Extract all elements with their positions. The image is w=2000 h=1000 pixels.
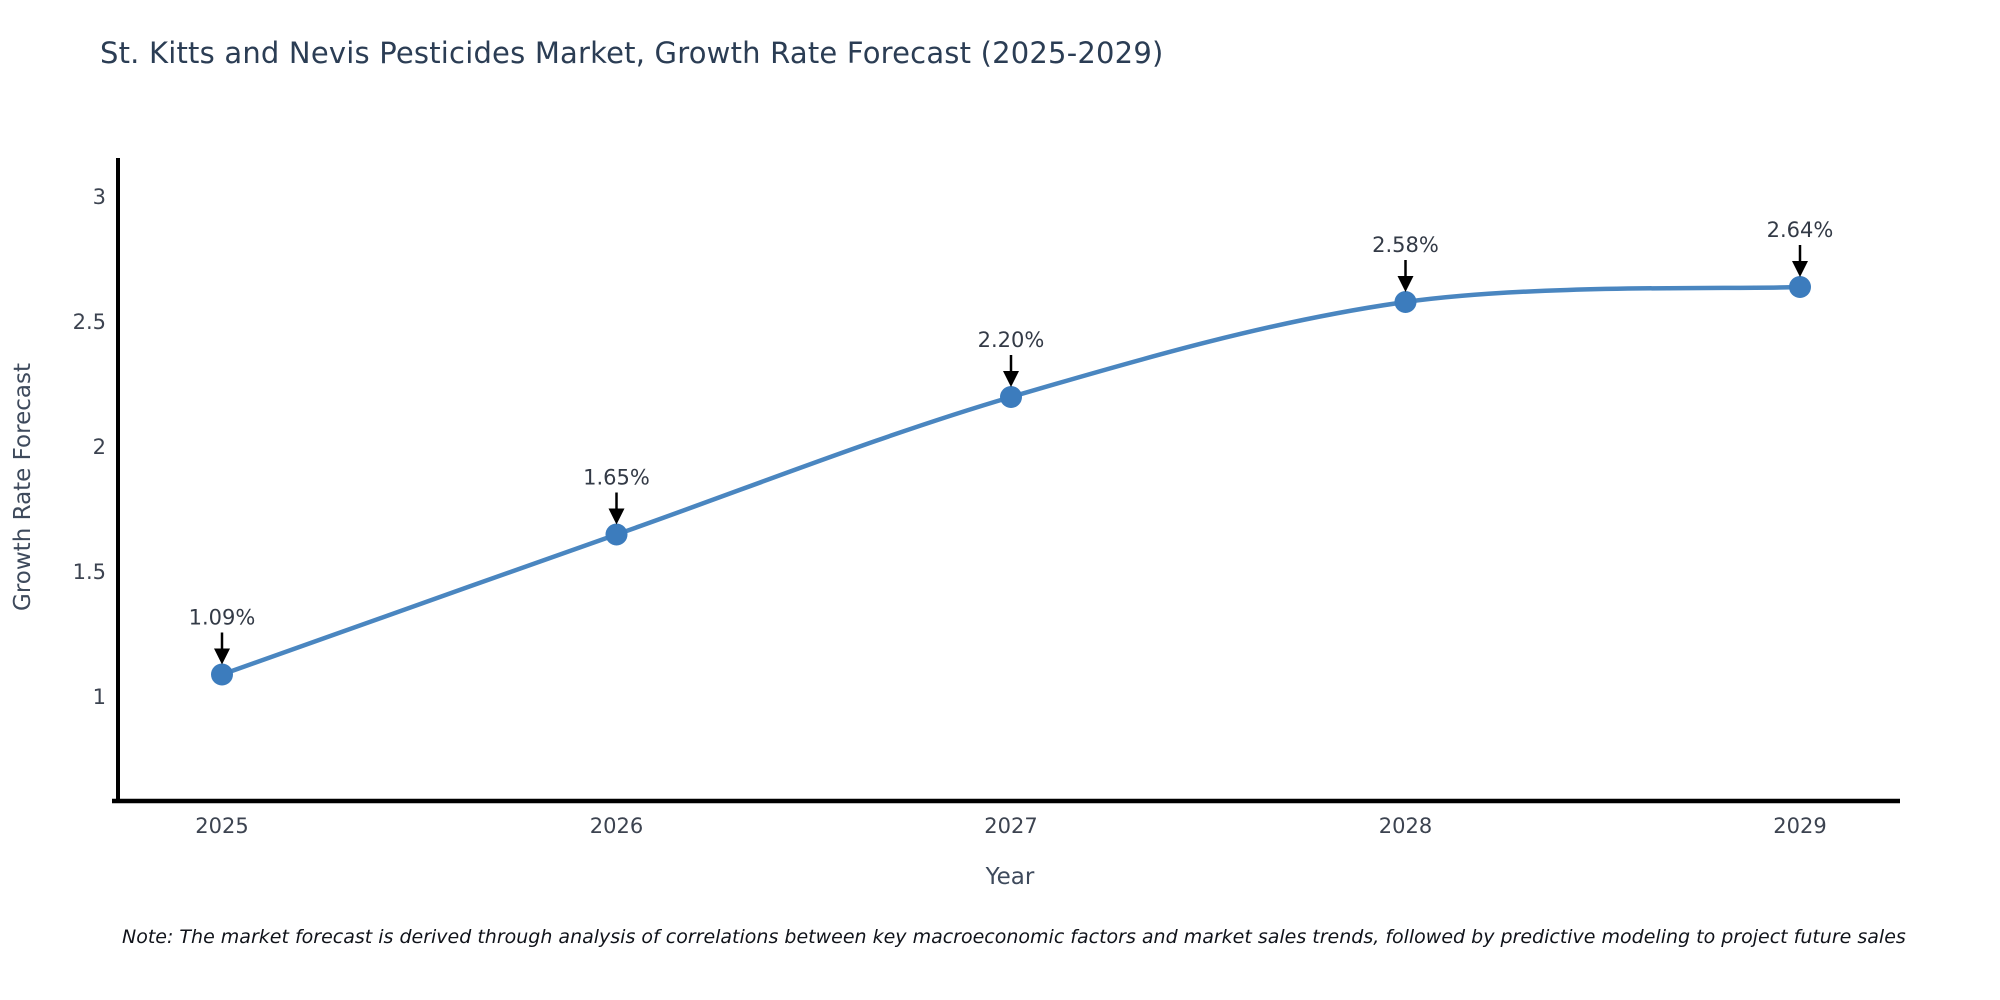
data-point-marker-2027: [1000, 386, 1022, 408]
x-tick-label-2027: 2027: [984, 814, 1037, 838]
x-tick-label-2025: 2025: [195, 814, 248, 838]
x-tick-label-2028: 2028: [1379, 814, 1432, 838]
annotation-label-2025: 1.09%: [189, 606, 256, 630]
chart-title: St. Kitts and Nevis Pesticides Market, G…: [100, 36, 1164, 70]
data-point-marker-2025: [211, 663, 233, 686]
x-axis-title: Year: [985, 864, 1035, 890]
footnote: Note: The market forecast is derived thr…: [122, 926, 1906, 948]
y-tick-label-2.5: 2.5: [73, 310, 106, 334]
y-tick-label-1.5: 1.5: [73, 560, 106, 584]
y-tick-label-3: 3: [93, 185, 106, 209]
annotation-arrowhead: [214, 648, 230, 665]
x-tick-label-2026: 2026: [590, 814, 643, 838]
data-point-marker-2029: [1789, 276, 1811, 298]
annotation-label-2026: 1.65%: [583, 466, 650, 490]
annotation-label-2029: 2.64%: [1767, 218, 1834, 242]
annotation-arrowhead: [608, 508, 625, 525]
x-tick-label-2029: 2029: [1773, 814, 1826, 838]
y-axis-title: Growth Rate Forecast: [10, 363, 36, 611]
y-tick-label-2: 2: [93, 435, 106, 459]
annotation-label-2027: 2.20%: [978, 328, 1045, 352]
y-tick-label-1: 1: [93, 685, 106, 709]
annotation-arrowhead: [1003, 371, 1019, 387]
annotation-label-2028: 2.58%: [1372, 233, 1439, 257]
data-point-marker-2028: [1394, 291, 1417, 313]
annotation-arrowhead: [1792, 261, 1808, 277]
annotation-arrowhead: [1397, 276, 1414, 292]
data-point-marker-2026: [605, 523, 628, 546]
